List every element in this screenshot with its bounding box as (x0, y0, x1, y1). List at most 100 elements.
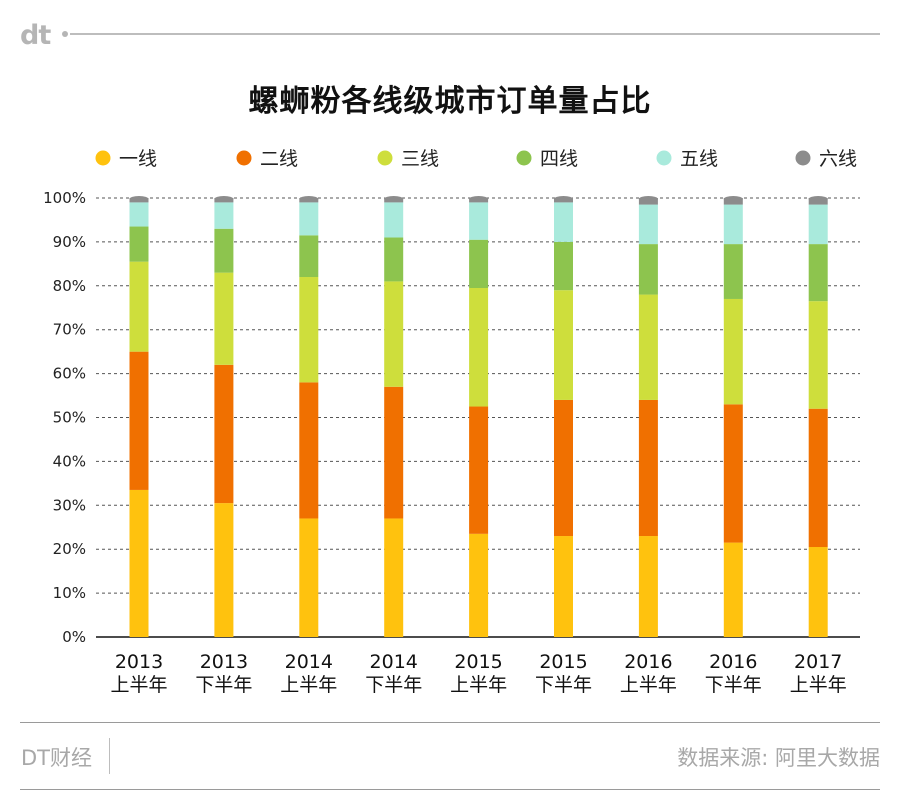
bar-segment-三线 (214, 272, 234, 365)
y-tick-label: 90% (53, 233, 86, 251)
bar-segment-三线 (808, 301, 828, 409)
x-tick-half: 下半年 (195, 674, 252, 696)
bar-segment-二线 (554, 399, 573, 537)
x-tick-half: 上半年 (110, 674, 167, 696)
x-tick-half: 上半年 (620, 674, 677, 696)
x-tick-year: 2014 (370, 651, 418, 673)
y-tick-label: 60% (53, 365, 86, 383)
x-tick-year: 2015 (539, 651, 587, 673)
chart-bars (129, 196, 828, 637)
bar-segment-四线 (384, 237, 404, 282)
bar-segment-五线 (808, 204, 828, 245)
bar-segment-三线 (554, 290, 573, 400)
footer-top-divider (20, 722, 880, 723)
legend-marker-一线 (95, 150, 111, 166)
y-tick-label: 30% (53, 496, 86, 514)
y-tick-label: 20% (53, 540, 86, 558)
bar-cap (384, 196, 404, 202)
bar-cap (723, 196, 743, 202)
legend-marker-四线 (516, 150, 532, 166)
x-tick-year: 2015 (454, 651, 502, 673)
bar-segment-二线 (469, 406, 489, 534)
chart-title: 螺蛳粉各线级城市订单量占比 (248, 84, 652, 119)
bar-segment-五线 (129, 202, 149, 227)
bar-segment-三线 (384, 281, 404, 387)
bar-segment-三线 (299, 277, 319, 383)
bar-segment-五线 (723, 204, 743, 245)
x-tick-half: 上半年 (280, 674, 337, 696)
x-tick-half: 上半年 (450, 674, 507, 696)
bar-segment-一线 (808, 547, 828, 637)
x-tick-half: 下半年 (535, 674, 592, 696)
y-tick-label: 100% (43, 189, 86, 207)
bar-segment-二线 (384, 386, 404, 519)
footer-source: 数据来源: 阿里大数据 (677, 746, 880, 770)
y-tick-label: 70% (53, 321, 86, 339)
bar-cap (299, 196, 319, 202)
bar-segment-四线 (214, 228, 234, 273)
legend-label-五线: 五线 (680, 148, 718, 170)
bar-segment-五线 (384, 202, 404, 238)
footer-separator (109, 738, 110, 774)
bar-cap (554, 196, 573, 202)
chart-legend: 一线 二线 三线 四线 五线 六线 (95, 148, 857, 170)
bar-cap (469, 196, 489, 202)
bar-segment-三线 (723, 298, 743, 405)
bar-segment-四线 (554, 241, 573, 291)
bar-segment-四线 (129, 226, 149, 262)
legend-marker-六线 (795, 150, 811, 166)
x-tick-half: 下半年 (705, 674, 762, 696)
x-tick-half: 上半年 (790, 674, 847, 696)
bar-segment-二线 (808, 408, 828, 548)
bar-segment-五线 (214, 202, 234, 229)
legend-marker-二线 (236, 150, 252, 166)
bar-segment-四线 (299, 235, 319, 278)
y-tick-label: 80% (53, 277, 86, 295)
bar-segment-五线 (554, 202, 573, 242)
x-tick-year: 2013 (115, 651, 163, 673)
y-tick-label: 10% (53, 584, 86, 602)
bar-segment-二线 (299, 382, 319, 519)
y-axis: 0% 10% 20% 30% 40% 50% 60% 70% 80% 90% 100% (43, 189, 86, 646)
x-tick-year: 2016 (709, 651, 757, 673)
bar-segment-二线 (214, 364, 234, 504)
bar-segment-二线 (638, 399, 658, 537)
bar-segment-二线 (129, 351, 149, 490)
bar-segment-二线 (723, 404, 743, 543)
legend-marker-五线 (656, 150, 672, 166)
footer-bottom-divider (20, 789, 880, 790)
x-axis: 2013上半年2013下半年2014上半年2014下半年2015上半年2015下… (110, 651, 846, 696)
x-tick-year: 2017 (794, 651, 842, 673)
bar-segment-四线 (723, 244, 743, 299)
legend-label-一线: 一线 (119, 148, 157, 170)
bar-segment-五线 (299, 202, 319, 236)
bar-segment-一线 (469, 533, 489, 637)
y-tick-label: 40% (53, 452, 86, 470)
x-tick-year: 2013 (200, 651, 248, 673)
footer-brand: DT财经 (21, 746, 92, 770)
bar-cap (638, 196, 658, 202)
bar-segment-一线 (299, 518, 319, 637)
bar-segment-一线 (554, 536, 573, 637)
bar-segment-一线 (723, 542, 743, 637)
header-divider (70, 33, 880, 35)
x-tick-year: 2016 (624, 651, 672, 673)
bar-segment-一线 (214, 503, 234, 637)
bar-cap (129, 196, 149, 202)
bar-cap (214, 196, 234, 202)
legend-label-二线: 二线 (260, 148, 298, 170)
brand-logo: dt (20, 20, 51, 51)
legend-label-四线: 四线 (540, 148, 578, 170)
y-tick-label: 0% (62, 628, 86, 646)
bar-segment-四线 (638, 244, 658, 295)
bar-segment-一线 (129, 489, 149, 637)
x-tick-half: 下半年 (365, 674, 422, 696)
bar-segment-一线 (638, 536, 658, 637)
bar-segment-三线 (129, 261, 149, 352)
y-tick-label: 50% (53, 409, 86, 427)
brand-dot (62, 31, 68, 37)
bar-segment-四线 (808, 244, 828, 302)
bar-segment-一线 (384, 518, 404, 637)
legend-marker-三线 (377, 150, 393, 166)
